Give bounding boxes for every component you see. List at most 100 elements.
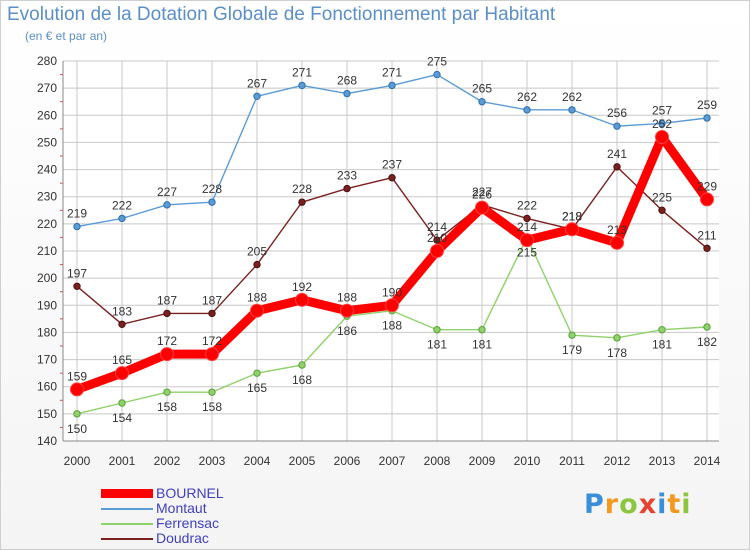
data-point-ferrensac <box>614 335 620 341</box>
data-point-bournel <box>656 131 669 144</box>
data-point-doudrac <box>389 175 395 181</box>
data-point-ferrensac <box>434 327 440 333</box>
data-label-doudrac: 187 <box>157 293 177 307</box>
data-label-ferrensac: 182 <box>697 335 717 349</box>
x-tick-label: 2004 <box>244 454 271 468</box>
data-label-doudrac: 222 <box>517 198 537 212</box>
data-point-ferrensac <box>164 389 170 395</box>
data-label-montaut: 219 <box>67 207 87 221</box>
data-label-doudrac: 197 <box>67 266 87 280</box>
x-tick-label: 2000 <box>64 454 91 468</box>
data-label-doudrac: 237 <box>382 158 402 172</box>
legend-label-ferrensac: Ferrensac <box>156 516 219 531</box>
data-point-montaut <box>299 82 305 88</box>
data-point-ferrensac <box>299 362 305 368</box>
data-point-doudrac <box>344 185 350 191</box>
data-label-bournel: 188 <box>247 291 267 305</box>
data-label-bournel: 213 <box>607 223 627 237</box>
y-tick-label: 240 <box>37 163 57 177</box>
data-point-montaut <box>74 223 80 229</box>
data-label-doudrac: 225 <box>652 190 672 204</box>
data-point-doudrac <box>659 207 665 213</box>
data-point-ferrensac <box>119 400 125 406</box>
data-label-bournel: 192 <box>292 280 312 294</box>
x-tick-label: 2002 <box>154 454 181 468</box>
x-tick-label: 2011 <box>559 454 585 468</box>
data-point-montaut <box>119 215 125 221</box>
data-point-montaut <box>479 99 485 105</box>
data-label-montaut: 267 <box>247 76 267 90</box>
x-tick-label: 2010 <box>514 454 541 468</box>
data-point-bournel <box>611 236 624 249</box>
chart-frame: Evolution de la Dotation Globale de Fonc… <box>0 0 750 550</box>
data-point-doudrac <box>119 321 125 327</box>
data-point-ferrensac <box>479 327 485 333</box>
data-point-doudrac <box>164 310 170 316</box>
data-point-montaut <box>254 93 260 99</box>
y-tick-label: 150 <box>37 407 57 421</box>
data-label-montaut: 271 <box>382 65 402 79</box>
legend-swatch-doudrac <box>101 538 153 540</box>
data-point-bournel <box>701 193 714 206</box>
data-label-ferrensac: 165 <box>247 381 267 395</box>
data-point-bournel <box>296 293 309 306</box>
data-label-montaut: 256 <box>607 106 627 120</box>
x-tick-label: 2013 <box>649 454 676 468</box>
data-point-doudrac <box>704 245 710 251</box>
data-label-ferrensac: 168 <box>292 373 312 387</box>
data-label-montaut: 265 <box>472 82 492 96</box>
data-point-bournel <box>161 348 174 361</box>
legend-label-doudrac: Doudrac <box>156 531 209 546</box>
data-point-bournel <box>476 201 489 214</box>
data-point-bournel <box>116 367 129 380</box>
data-label-ferrensac: 158 <box>157 400 177 414</box>
y-tick-label: 220 <box>37 217 57 231</box>
data-point-montaut <box>164 202 170 208</box>
data-point-ferrensac <box>659 327 665 333</box>
data-point-doudrac <box>254 261 260 267</box>
data-label-montaut: 228 <box>202 182 222 196</box>
data-point-bournel <box>521 234 534 247</box>
data-label-bournel: 159 <box>67 369 87 383</box>
data-label-bournel: 210 <box>427 231 447 245</box>
data-label-montaut: 262 <box>562 90 582 104</box>
data-point-ferrensac <box>569 332 575 338</box>
data-point-montaut <box>524 107 530 113</box>
y-tick-label: 160 <box>37 380 57 394</box>
y-tick-label: 190 <box>37 298 57 312</box>
data-label-montaut: 257 <box>652 103 672 117</box>
data-label-doudrac: 233 <box>337 169 357 183</box>
y-tick-label: 260 <box>37 108 57 122</box>
data-point-bournel <box>71 383 84 396</box>
data-point-montaut <box>434 71 440 77</box>
data-point-montaut <box>704 115 710 121</box>
data-label-ferrensac: 188 <box>382 319 402 333</box>
data-label-ferrensac: 154 <box>112 411 132 425</box>
data-label-ferrensac: 181 <box>472 338 492 352</box>
y-tick-label: 180 <box>37 325 57 339</box>
y-tick-label: 270 <box>37 81 57 95</box>
x-tick-label: 2008 <box>424 454 451 468</box>
data-label-bournel: 218 <box>562 209 582 223</box>
data-label-bournel: 214 <box>517 220 537 234</box>
data-label-doudrac: 205 <box>247 245 267 259</box>
data-point-ferrensac <box>209 389 215 395</box>
data-label-bournel: 165 <box>112 353 132 367</box>
x-tick-label: 2007 <box>379 454 406 468</box>
x-tick-label: 2012 <box>604 454 631 468</box>
data-point-bournel <box>431 245 444 258</box>
data-label-ferrensac: 181 <box>652 338 672 352</box>
data-label-montaut: 259 <box>697 98 717 112</box>
data-point-bournel <box>206 348 219 361</box>
y-tick-label: 200 <box>37 271 57 285</box>
data-label-doudrac: 183 <box>112 304 132 318</box>
data-label-doudrac: 228 <box>292 182 312 196</box>
data-point-doudrac <box>74 283 80 289</box>
line-chart: 1401501601701801902002102202302402502602… <box>1 1 750 551</box>
data-point-ferrensac <box>704 324 710 330</box>
legend-label-bournel: BOURNEL <box>156 486 224 501</box>
data-label-bournel: 172 <box>202 334 222 348</box>
data-label-bournel: 190 <box>382 285 402 299</box>
data-label-ferrensac: 215 <box>517 245 537 259</box>
data-label-montaut: 262 <box>517 90 537 104</box>
